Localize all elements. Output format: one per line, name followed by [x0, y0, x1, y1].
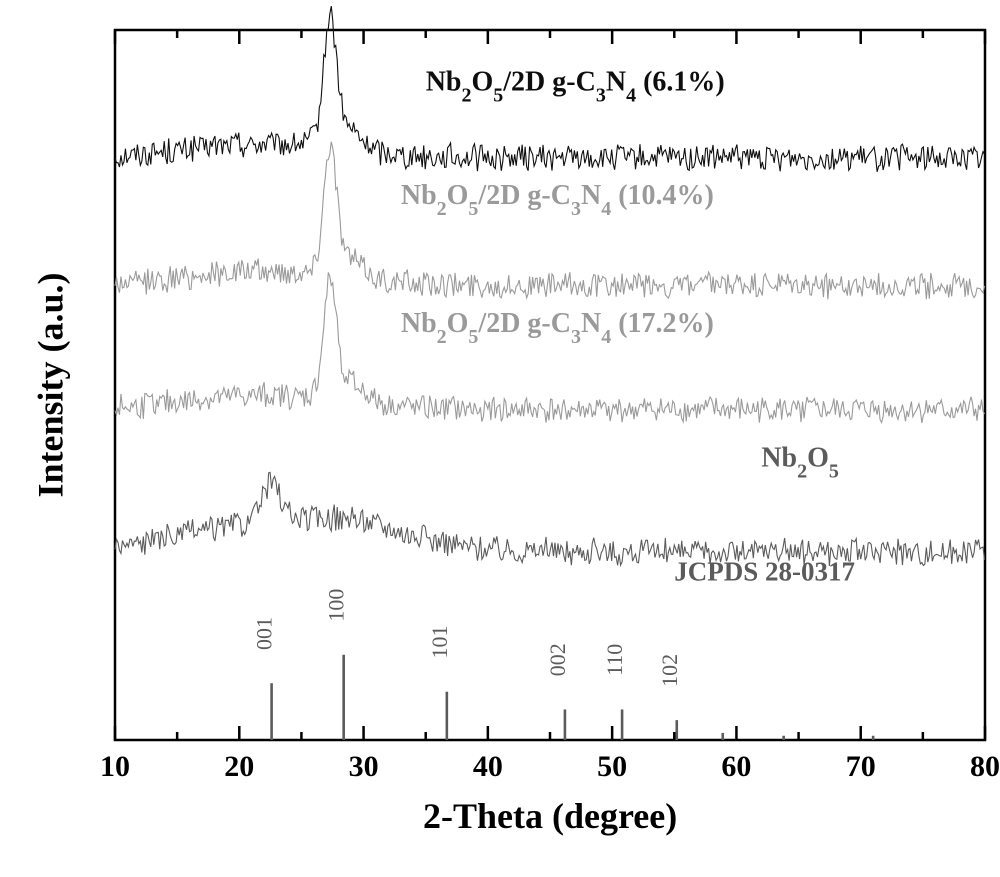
- x-tick-label: 80: [970, 750, 1000, 783]
- x-tick-label: 40: [473, 750, 503, 783]
- hkl-index: 102: [657, 654, 682, 687]
- y-axis-label: Intensity (a.u.): [29, 272, 71, 497]
- hkl-index: 002: [545, 643, 570, 676]
- x-tick-label: 60: [721, 750, 751, 783]
- hkl-index: 001: [252, 617, 277, 650]
- reference-label: JCPDS 28-0317: [674, 556, 855, 586]
- x-tick-label: 70: [846, 750, 876, 783]
- xrd-chart: 1020304050607080Nb2O5/2D g-C3N4 (6.1%)Nb…: [0, 0, 1000, 877]
- hkl-index: 110: [602, 644, 627, 676]
- hkl-index: 101: [427, 626, 452, 659]
- x-tick-label: 20: [224, 750, 254, 783]
- hkl-index: 100: [324, 589, 349, 622]
- x-tick-label: 50: [597, 750, 627, 783]
- x-axis-label: 2-Theta (degree): [423, 795, 677, 837]
- x-tick-label: 10: [100, 750, 130, 783]
- x-tick-label: 30: [349, 750, 379, 783]
